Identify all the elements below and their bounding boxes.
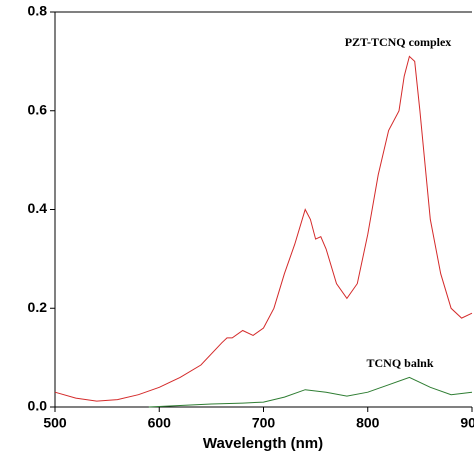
y-tick-label: 0.2 bbox=[28, 299, 48, 315]
series-annotation: PZT-TCNQ complex bbox=[345, 35, 452, 49]
line-series bbox=[148, 376, 473, 408]
plot-frame bbox=[54, 11, 472, 408]
x-tick-label: 600 bbox=[148, 415, 172, 431]
x-axis-title: Wavelength (nm) bbox=[203, 435, 323, 452]
x-tick-label: 900 bbox=[460, 415, 474, 431]
line-series bbox=[54, 55, 473, 402]
x-tick-label: 700 bbox=[252, 415, 276, 431]
y-tick-label: 0.6 bbox=[28, 101, 48, 117]
x-tick-label: 800 bbox=[356, 415, 380, 431]
y-tick-label: 0.4 bbox=[28, 200, 48, 216]
x-tick-label: 500 bbox=[43, 415, 67, 431]
y-tick-label: 0.8 bbox=[28, 3, 48, 19]
y-tick-label: 0.0 bbox=[28, 398, 48, 414]
series-annotation: TCNQ balnk bbox=[366, 356, 433, 370]
